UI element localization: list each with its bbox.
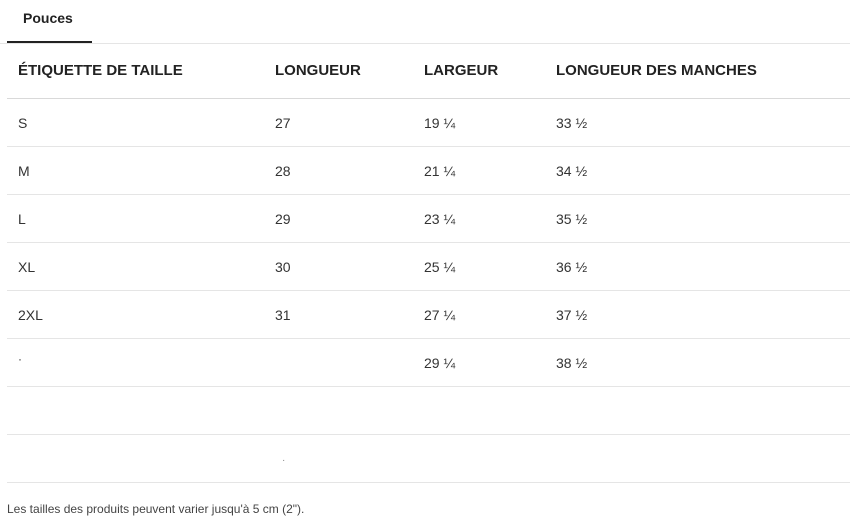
cell-sleeve: 38 ½ [556, 354, 588, 371]
table-row: S 27 19 ¼ 33 ½ [7, 99, 850, 147]
cell-size: M [18, 162, 30, 179]
header-width: LARGEUR [424, 62, 499, 79]
cell-size: S [18, 114, 28, 131]
table-header-row: ÉTIQUETTE DE TAILLE LONGUEUR LARGEUR LON… [7, 43, 850, 99]
cell-width: 21 ¼ [424, 162, 456, 179]
tab-pouces[interactable]: Pouces [7, 0, 92, 43]
cell-sleeve: 33 ½ [556, 114, 588, 131]
header-length: LONGUEUR [275, 62, 361, 79]
table-row: XL 30 25 ¼ 36 ½ [7, 243, 850, 291]
size-disclaimer: Les tailles des produits peuvent varier … [7, 502, 305, 516]
table-row: · 29 ¼ 38 ½ [7, 339, 850, 387]
cell-sleeve: 35 ½ [556, 210, 588, 227]
cell-width: 23 ¼ [424, 210, 456, 227]
cell-width: 27 ¼ [424, 306, 456, 323]
unit-tabs: Pouces [0, 0, 850, 44]
cell-size-mark: · [18, 351, 22, 366]
stray-mark: · [282, 455, 286, 466]
table-row: 2XL 31 27 ¼ 37 ½ [7, 291, 850, 339]
table-row [7, 387, 850, 435]
cell-size: 2XL [18, 306, 43, 323]
header-sleeve-length: LONGUEUR DES MANCHES [556, 62, 757, 79]
cell-length: 30 [275, 258, 291, 275]
cell-size: L [18, 210, 26, 227]
cell-width: 25 ¼ [424, 258, 456, 275]
cell-width: 19 ¼ [424, 114, 456, 131]
tab-pouces-label: Pouces [23, 10, 73, 26]
cell-length: 31 [275, 306, 291, 323]
table-row [7, 435, 850, 483]
cell-size: XL [18, 258, 36, 275]
table-row: M 28 21 ¼ 34 ½ [7, 147, 850, 195]
cell-length: 28 [275, 162, 291, 179]
cell-length: 27 [275, 114, 291, 131]
size-chart-table: ÉTIQUETTE DE TAILLE LONGUEUR LARGEUR LON… [7, 43, 850, 483]
cell-sleeve: 36 ½ [556, 258, 588, 275]
cell-size: · [18, 339, 22, 386]
cell-length: 29 [275, 210, 291, 227]
cell-sleeve: 34 ½ [556, 162, 588, 179]
header-size-label: ÉTIQUETTE DE TAILLE [18, 62, 183, 79]
cell-width: 29 ¼ [424, 354, 456, 371]
table-row: L 29 23 ¼ 35 ½ [7, 195, 850, 243]
cell-sleeve: 37 ½ [556, 306, 588, 323]
